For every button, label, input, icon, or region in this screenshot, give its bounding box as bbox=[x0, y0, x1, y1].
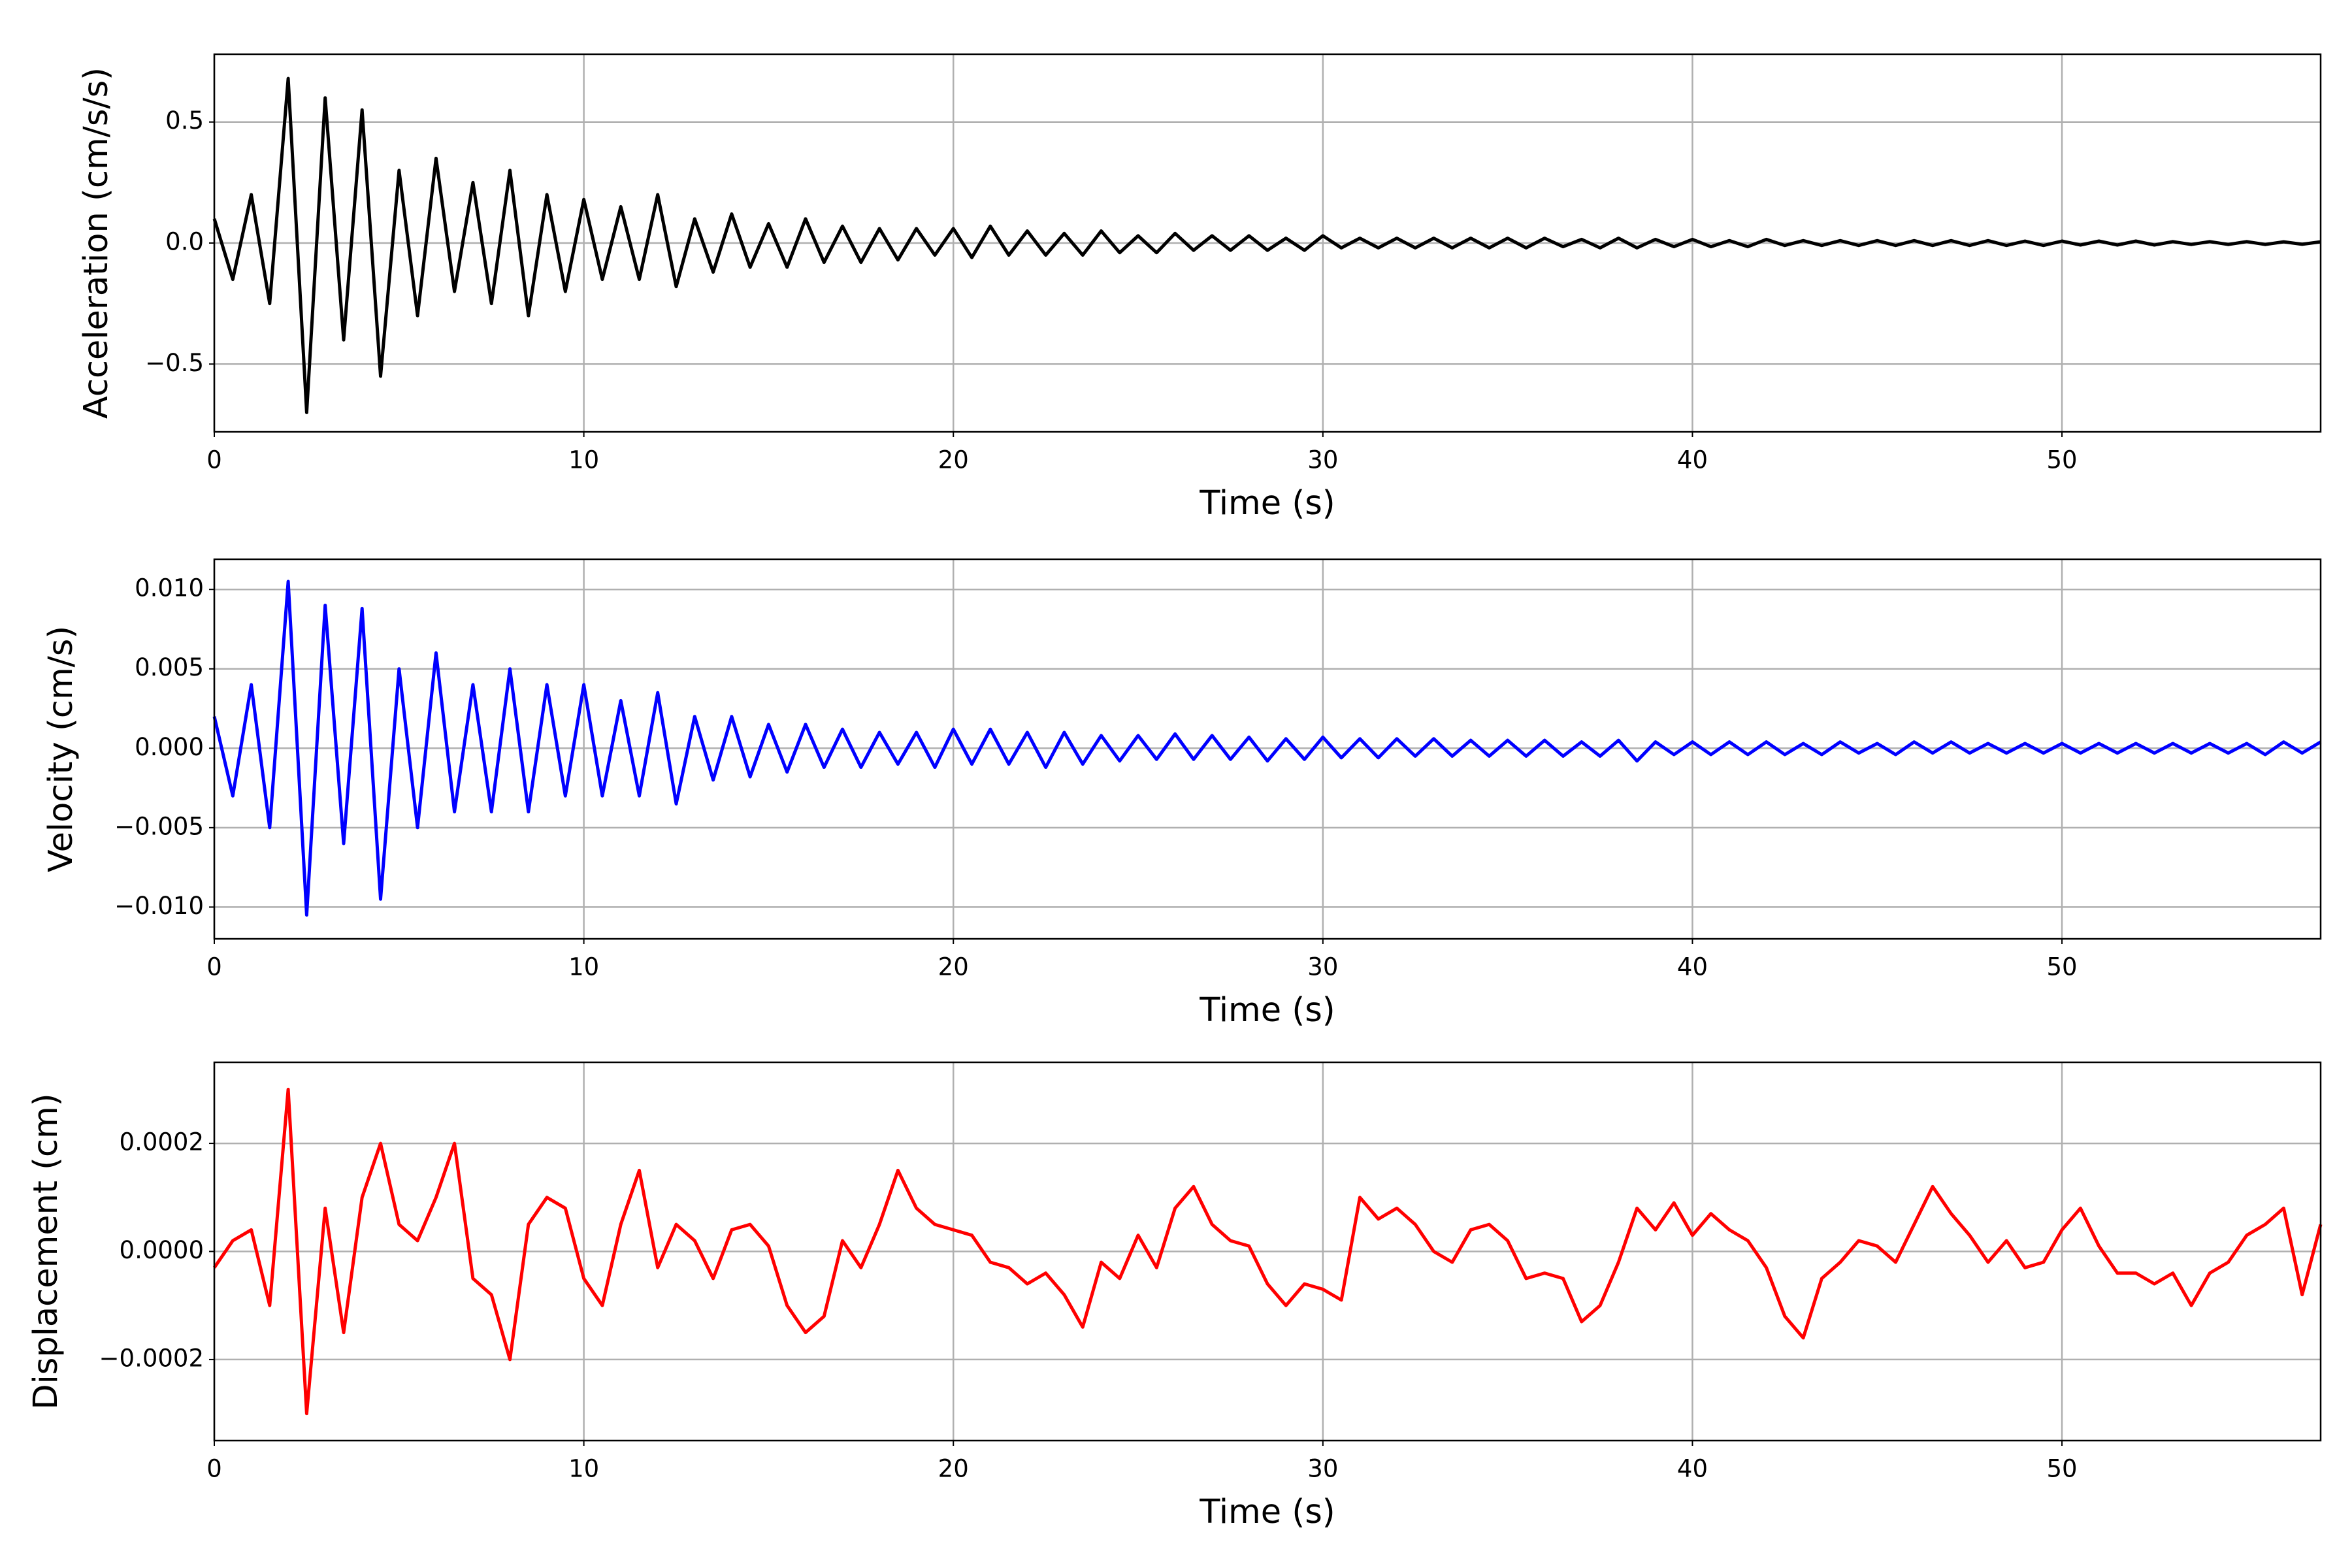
x-tick-label: 10 bbox=[568, 1455, 599, 1483]
x-tick-label: 0 bbox=[206, 446, 222, 474]
y-tick-label: −0.010 bbox=[114, 892, 204, 920]
x-tick-label: 20 bbox=[938, 953, 969, 981]
plot-frame bbox=[213, 53, 2322, 433]
y-tick-label: −0.5 bbox=[145, 349, 204, 377]
y-tick-label: 0.0002 bbox=[120, 1128, 204, 1156]
x-tick-label: 10 bbox=[568, 446, 599, 474]
data-line bbox=[212, 580, 2322, 917]
x-tick-label: 30 bbox=[1307, 446, 1338, 474]
plot-frame bbox=[213, 558, 2322, 940]
y-tick-label: 0.5 bbox=[165, 106, 204, 135]
y-tick-label: −0.0002 bbox=[99, 1344, 204, 1372]
y-tick-label: −0.005 bbox=[114, 812, 204, 840]
x-tick-label: 40 bbox=[1677, 953, 1708, 981]
x-tick-label: 10 bbox=[568, 953, 599, 981]
x-tick-label: 20 bbox=[938, 1455, 969, 1483]
x-axis-label: Time (s) bbox=[1199, 1493, 1335, 1531]
y-tick-label: 0.010 bbox=[135, 574, 204, 602]
y-tick-label: 0.0000 bbox=[120, 1236, 204, 1264]
x-tick-label: 30 bbox=[1307, 1455, 1338, 1483]
y-axis-label: Velocity (cm/s) bbox=[42, 626, 80, 873]
y-axis-label: Acceleration (cm/s/s) bbox=[77, 67, 116, 419]
y-tick-label: 0.000 bbox=[135, 733, 204, 761]
data-line bbox=[212, 1087, 2323, 1416]
x-axis-label: Time (s) bbox=[1199, 484, 1335, 523]
x-tick-label: 40 bbox=[1677, 446, 1708, 474]
data-line bbox=[212, 76, 2321, 414]
plot-frame bbox=[213, 1061, 2322, 1442]
x-tick-label: 50 bbox=[2047, 446, 2078, 474]
x-tick-label: 30 bbox=[1307, 953, 1338, 981]
x-tick-label: 20 bbox=[938, 446, 969, 474]
x-tick-label: 0 bbox=[206, 953, 222, 981]
y-axis-label: Displacement (cm) bbox=[27, 1093, 65, 1409]
y-tick-label: 0.0 bbox=[165, 228, 204, 256]
x-tick-label: 0 bbox=[206, 1455, 222, 1483]
x-axis-label: Time (s) bbox=[1199, 991, 1335, 1030]
y-tick-label: 0.005 bbox=[135, 653, 204, 681]
x-tick-label: 50 bbox=[2047, 1455, 2078, 1483]
x-tick-label: 50 bbox=[2047, 953, 2078, 981]
x-tick-label: 40 bbox=[1677, 1455, 1708, 1483]
